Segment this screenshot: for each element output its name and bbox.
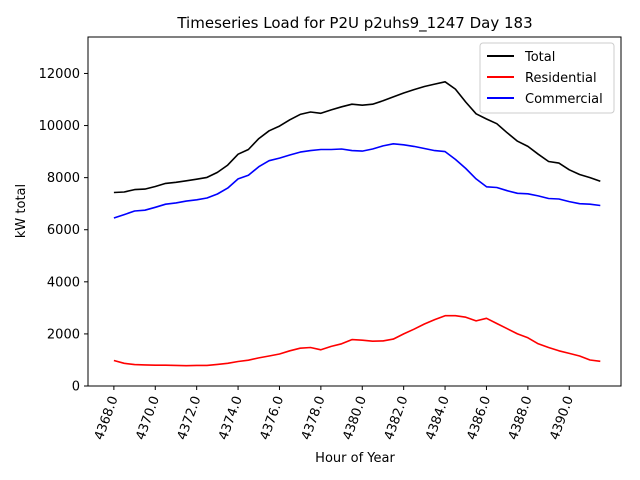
plot-area bbox=[113, 81, 601, 367]
legend: Total Residential Commercial bbox=[479, 42, 615, 114]
y-tick-label: 8000 bbox=[47, 171, 80, 186]
y-tick-label: 4000 bbox=[47, 275, 80, 290]
series-line-residential bbox=[113, 314, 601, 367]
y-axis: 0 2000 4000 6000 8000 10000 12000 bbox=[39, 67, 88, 395]
y-tick-label: 2000 bbox=[47, 327, 80, 342]
y-tick-label: 12000 bbox=[39, 67, 80, 82]
y-tick-label: 6000 bbox=[47, 223, 80, 238]
legend-label-commercial: Commercial bbox=[525, 92, 603, 107]
series-line-total bbox=[113, 81, 601, 194]
x-axis-label: Hour of Year bbox=[315, 451, 395, 466]
chart-title: Timeseries Load for P2U p2uhs9_1247 Day … bbox=[176, 14, 532, 33]
series-line-commercial bbox=[113, 143, 601, 219]
plot-frame bbox=[87, 36, 622, 387]
y-tick-label: 10000 bbox=[39, 119, 80, 134]
y-axis-label: kW total bbox=[14, 184, 29, 238]
legend-label-total: Total bbox=[524, 50, 555, 65]
legend-box bbox=[479, 42, 615, 114]
y-tick-label: 0 bbox=[72, 380, 80, 395]
legend-label-residential: Residential bbox=[525, 71, 597, 86]
